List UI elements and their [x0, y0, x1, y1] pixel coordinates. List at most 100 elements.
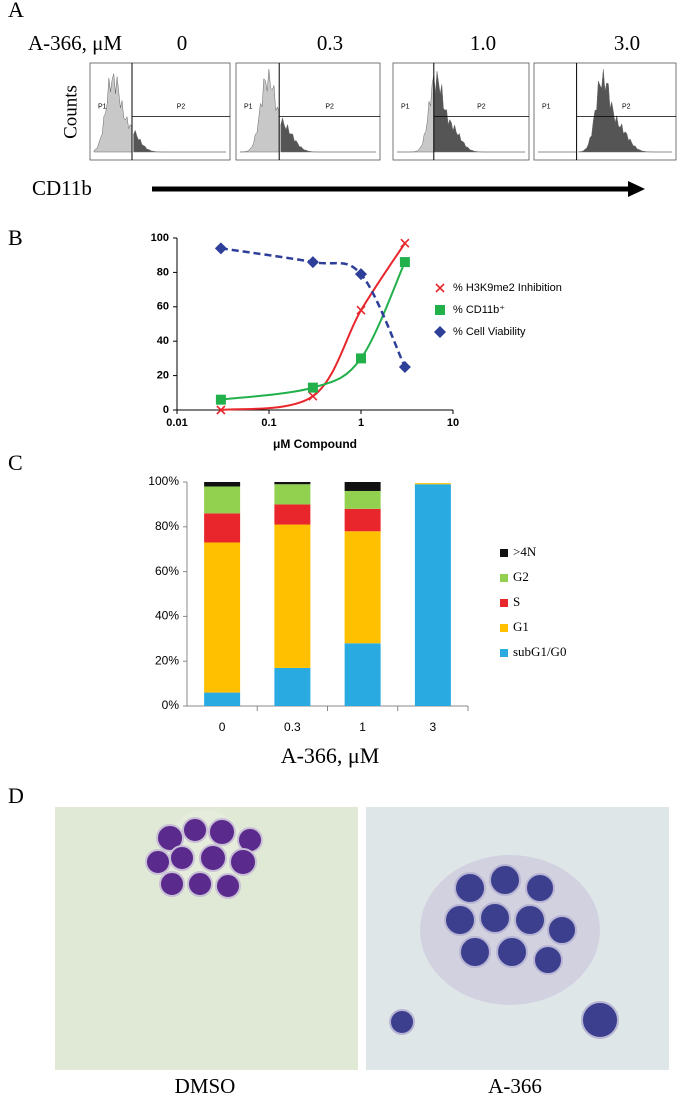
y-tick-label: 40% — [155, 609, 179, 623]
dose-label: A-366, μM — [28, 31, 122, 55]
bar-segment — [414, 484, 451, 706]
legend-label: % Cell Viability — [453, 326, 526, 338]
histogram — [433, 71, 525, 153]
image-label: A-366 — [488, 1074, 542, 1098]
y-tick-label: 100 — [151, 232, 169, 244]
bar-segment — [344, 482, 381, 491]
marker — [399, 257, 410, 268]
bar-segment — [274, 524, 311, 668]
histogram — [397, 75, 435, 153]
gate-label: P1 — [244, 103, 253, 110]
image-label: DMSO — [175, 1074, 236, 1098]
y-tick-label: 80 — [157, 266, 169, 278]
marker — [306, 256, 319, 269]
gate-label: P1 — [401, 103, 410, 110]
marker — [355, 268, 367, 281]
histogram — [239, 69, 280, 153]
y-tick-label: 60% — [155, 564, 179, 578]
micrograph-dmso — [55, 807, 358, 1070]
legend-label: % H3K9me2 Inhibition — [453, 282, 562, 294]
y-tick-label: 20 — [157, 370, 169, 382]
legend-swatch — [500, 649, 508, 657]
cd11b-label: CD11b — [32, 176, 92, 200]
dose: 0 — [177, 31, 188, 55]
marker — [356, 305, 366, 315]
x-tick-label: 0.1 — [261, 417, 276, 429]
legend-label: G1 — [513, 619, 529, 634]
marker — [215, 394, 226, 405]
series-line — [220, 261, 406, 401]
x-tick-label: 1 — [358, 417, 364, 429]
x-tick-label: 0.01 — [166, 417, 187, 429]
marker — [398, 361, 411, 373]
histogram — [577, 69, 672, 153]
histogram — [133, 129, 226, 153]
bar-segment — [274, 504, 311, 525]
bar-segment — [344, 643, 381, 706]
series-line — [220, 242, 406, 411]
x-axis-label: μM Compound — [273, 437, 357, 451]
arrow-head — [628, 181, 645, 197]
counts-label: Counts — [60, 85, 81, 139]
micrograph-a366 — [366, 807, 669, 1070]
marker — [308, 391, 318, 401]
y-tick-label: 0 — [163, 404, 169, 416]
y-tick-label: 0% — [162, 698, 180, 712]
x-tick-label: 0.3 — [284, 720, 301, 734]
bar-segment — [204, 542, 241, 693]
x-axis-label: A-366, μM — [281, 743, 380, 768]
bar-segment — [274, 482, 311, 485]
legend-label: G2 — [513, 569, 529, 584]
gate-label: P2 — [177, 103, 186, 110]
bar-segment — [204, 513, 241, 543]
legend-swatch — [500, 549, 508, 557]
bar-segment — [204, 692, 241, 706]
legend-label: subG1/G0 — [513, 644, 566, 659]
series-line — [220, 247, 407, 368]
x-tick-label: 10 — [447, 417, 459, 429]
marker — [434, 326, 446, 338]
panel-label: C — [8, 450, 23, 475]
legend-label: >4N — [513, 544, 537, 559]
panel-label: B — [8, 225, 23, 250]
bar-segment — [344, 490, 381, 509]
dose: 0.3 — [317, 31, 343, 55]
legend-swatch — [500, 599, 508, 607]
bar-segment — [204, 486, 241, 514]
legend-swatch — [500, 574, 508, 582]
gate-label: P1 — [542, 103, 551, 110]
panel-label: A — [8, 0, 24, 22]
y-tick-label: 60 — [157, 301, 169, 313]
y-tick-label: 80% — [155, 519, 179, 533]
marker — [435, 305, 445, 315]
bar-segment — [414, 483, 451, 485]
marker — [435, 283, 445, 293]
legend-label: % CD11b⁺ — [453, 304, 505, 316]
x-tick-label: 3 — [430, 720, 437, 734]
gate-label: P2 — [325, 103, 334, 110]
dose: 3.0 — [614, 31, 640, 55]
gate-label: P1 — [98, 103, 107, 110]
marker — [216, 405, 226, 415]
legend-swatch — [500, 624, 508, 632]
marker — [307, 382, 318, 393]
bar-segment — [204, 482, 241, 487]
bar-segment — [344, 508, 381, 532]
panel-label: D — [8, 783, 24, 808]
x-tick-label: 0 — [219, 720, 226, 734]
x-tick-label: 1 — [359, 720, 366, 734]
marker — [356, 353, 366, 364]
y-tick-label: 40 — [157, 335, 169, 347]
legend-label: S — [513, 594, 520, 609]
gate-label: P2 — [477, 103, 486, 110]
bar-segment — [274, 667, 311, 706]
marker — [214, 242, 227, 255]
y-tick-label: 20% — [155, 653, 179, 667]
gate-label: P2 — [622, 103, 631, 110]
bar-segment — [274, 484, 311, 505]
bar-segment — [344, 531, 381, 644]
histogram — [93, 73, 133, 153]
dose: 1.0 — [470, 31, 496, 55]
